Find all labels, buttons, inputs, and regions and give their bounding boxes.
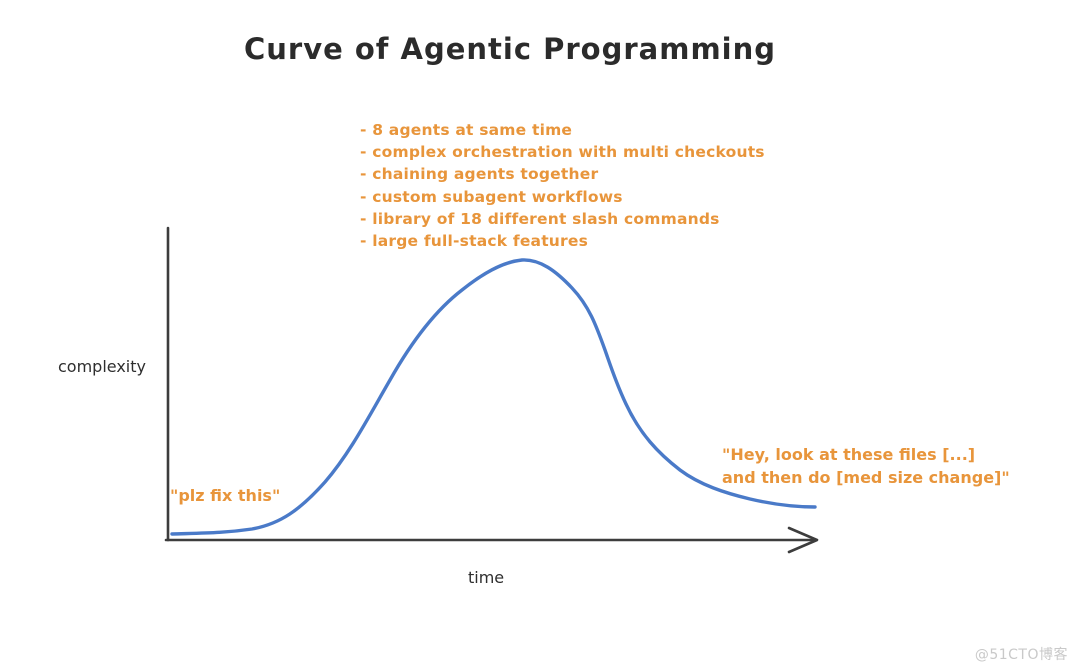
- peak-annotation-line: - 8 agents at same time: [360, 121, 573, 139]
- x-axis-label: time: [468, 568, 505, 587]
- y-axis-label: complexity: [58, 357, 146, 376]
- peak-annotation-line: - large full-stack features: [360, 232, 589, 251]
- chart-title: Curve of Agentic Programming: [243, 32, 777, 66]
- end-annotation: "Hey, look at these files [...] and then…: [722, 444, 1010, 489]
- peak-annotation-list: - 8 agents at same time - complex orches…: [360, 119, 765, 252]
- peak-annotation-line: - custom subagent workflows: [360, 187, 623, 206]
- peak-annotation-line: - chaining agents together: [360, 165, 599, 184]
- watermark: @51CTO博客: [974, 647, 1068, 663]
- peak-annotation-line: - library of 18 different slash commands: [360, 209, 720, 228]
- complexity-curve: [170, 258, 817, 536]
- x-axis-arrowhead-icon: [787, 526, 819, 554]
- start-annotation: "plz fix this": [170, 486, 281, 505]
- end-annotation-line: "Hey, look at these files [...]: [722, 445, 976, 464]
- peak-annotation-line: - complex orchestration with multi check…: [360, 143, 765, 162]
- end-annotation-line: and then do [med size change]": [722, 467, 1010, 487]
